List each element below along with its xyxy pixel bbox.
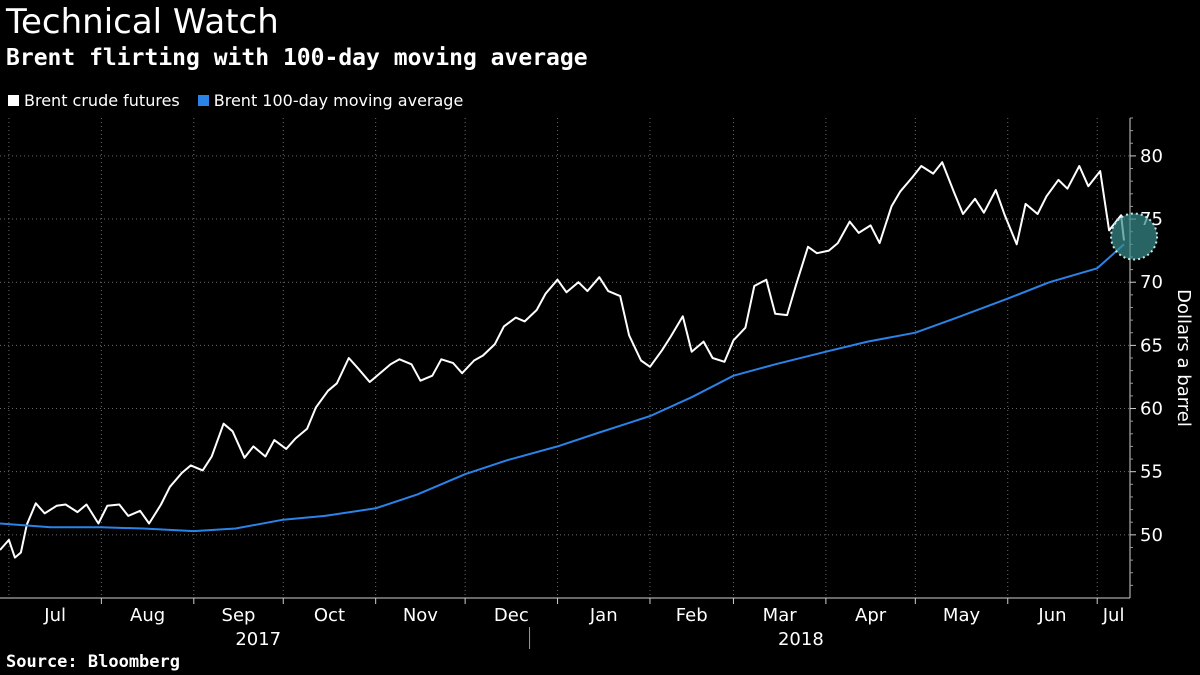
x-tick-label: Oct: [314, 605, 345, 626]
legend-swatch-moving-average: [197, 95, 209, 106]
legend-label-brent: Brent crude futures: [24, 91, 180, 110]
x-tick-label: Aug: [130, 605, 165, 626]
source-note: Source: Bloomberg: [6, 652, 180, 672]
y-tick-label: 50: [1140, 525, 1163, 546]
x-tick-label: Nov: [403, 605, 438, 626]
legend-swatch-brent: [8, 95, 19, 106]
x-tick-label: Apr: [855, 605, 887, 626]
highlight-circle: [1110, 212, 1159, 261]
y-tick-label: 80: [1140, 146, 1163, 167]
chart-subtitle: Brent flirting with 100-day moving avera…: [6, 45, 588, 71]
x-tick-label: Jun: [1037, 605, 1066, 626]
x-tick-label: Jan: [589, 605, 618, 626]
y-tick-label: 70: [1140, 272, 1163, 293]
x-tick-label: Jul: [43, 605, 66, 626]
x-tick-label: Sep: [222, 605, 256, 626]
legend: Brent crude futures Brent 100-day moving…: [8, 91, 463, 110]
x-tick-label: Dec: [494, 605, 529, 626]
chart-title: Technical Watch: [6, 2, 279, 42]
moving-average-line: [0, 243, 1125, 533]
y-axis-label: Dollars a barrel: [1173, 289, 1194, 427]
y-tick-label: 65: [1140, 335, 1163, 356]
x-tick-label: May: [943, 605, 981, 626]
brent-futures-line: [0, 161, 1125, 559]
x-year-label: 2017: [235, 629, 281, 650]
x-year-label: 2018: [778, 629, 824, 650]
x-tick-label: Jul: [1102, 605, 1125, 626]
legend-item-moving-average: Brent 100-day moving average: [197, 91, 464, 110]
legend-label-moving-average: Brent 100-day moving average: [213, 91, 464, 110]
y-tick-label: 55: [1140, 462, 1163, 483]
x-tick-label: Mar: [763, 605, 798, 626]
y-tick-label: 60: [1140, 399, 1163, 420]
x-tick-label: Feb: [676, 605, 708, 626]
legend-item-brent: Brent crude futures: [8, 91, 180, 110]
